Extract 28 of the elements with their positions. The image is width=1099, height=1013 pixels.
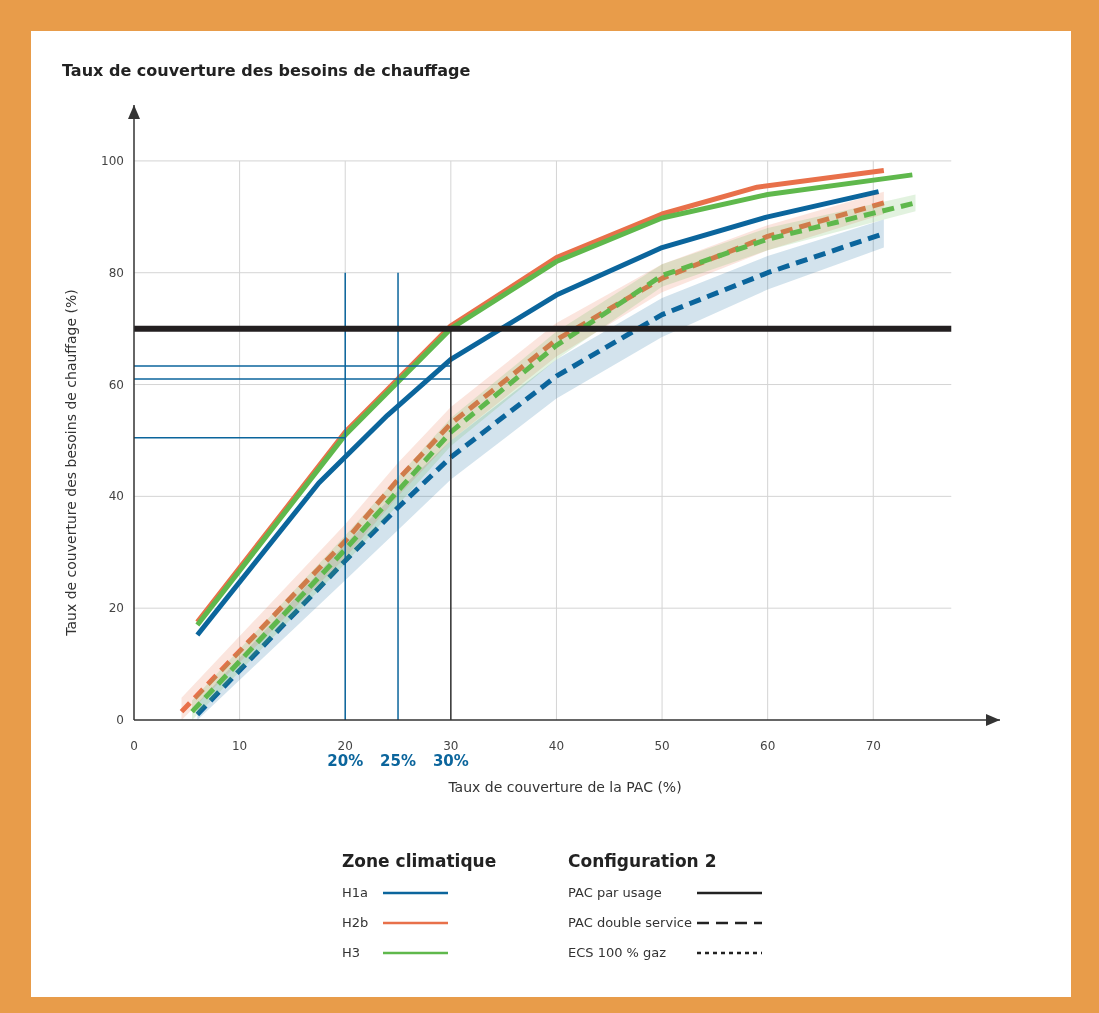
x-tick-label: 30 — [443, 739, 459, 753]
x-tick-label: 0 — [130, 739, 138, 753]
text: Configuration 2 — [568, 851, 717, 871]
x-tick-label: 10 — [231, 739, 248, 753]
annotation: 25% — [380, 752, 416, 770]
y-tick-label: 100 — [101, 153, 124, 168]
legend-label: H1a — [342, 885, 369, 900]
x-tick-label: 20 — [337, 739, 353, 753]
text: PAC double service — [568, 915, 692, 930]
x-tick-label: 70 — [865, 739, 881, 753]
legend-title: Zone climatique — [342, 851, 497, 871]
legend-label: H2b — [342, 915, 369, 930]
x-tick-label: 60 — [760, 739, 776, 753]
y-tick-label: 60 — [108, 377, 124, 392]
x-tick-label: 50 — [654, 739, 670, 753]
chart-title: Taux de couverture des besoins de chauffage — [62, 61, 471, 80]
y-axis-title: Taux de couverture des besoins de chauffage (%) — [63, 289, 79, 637]
y-tick-label: 0 — [116, 713, 124, 727]
x-tick-label: 40 — [548, 739, 565, 753]
y-tick-label: 40 — [108, 489, 124, 504]
text: ECS 100 % gaz — [568, 945, 667, 960]
y-tick-label: 20 — [108, 601, 124, 616]
text: PAC par usage — [568, 885, 662, 900]
legend-label: H3 — [342, 945, 361, 960]
x-axis-title: Taux de couverture de la PAC (%) — [447, 779, 682, 795]
annotation: 20% — [327, 752, 364, 770]
annotation: 30% — [432, 752, 469, 770]
y-tick-label: 80 — [108, 265, 124, 280]
